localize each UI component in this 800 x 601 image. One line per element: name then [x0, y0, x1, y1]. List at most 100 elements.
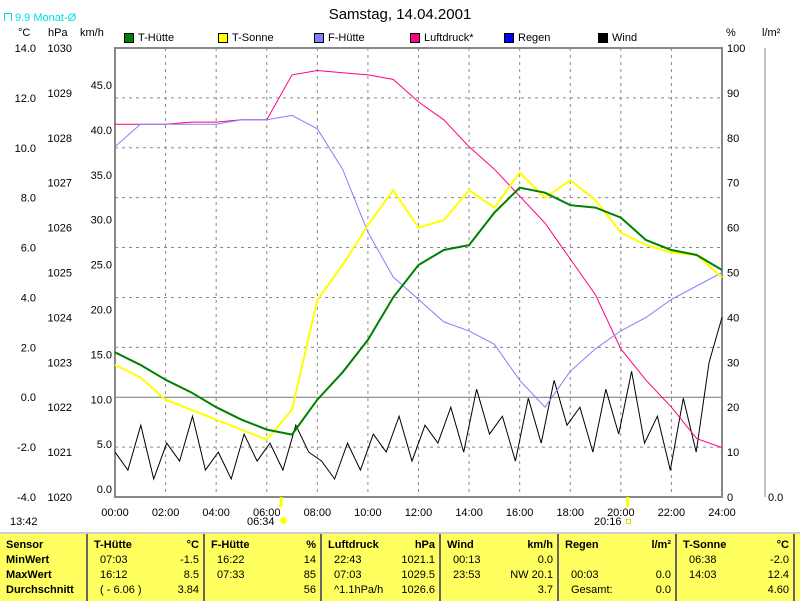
table-row: 56	[211, 583, 316, 598]
table-row: 00:13 0.0	[447, 553, 553, 568]
cell-time: ^1.1hPa/h	[334, 584, 384, 596]
series-line-t-hütte	[114, 186, 723, 436]
table-row: MinWert	[6, 553, 82, 568]
legend-swatch	[124, 33, 134, 43]
table-row: 07:03 -1.5	[94, 553, 199, 568]
cell-value: 3.7	[537, 584, 553, 596]
percent-tick-label: 40	[727, 312, 739, 324]
celsius-tick-label: 2.0	[21, 342, 36, 354]
percent-tick-label: 60	[727, 223, 739, 235]
celsius-tick-label: 8.0	[21, 193, 36, 205]
legend-label: T-Sonne	[232, 32, 274, 44]
legend-item[interactable]: Wind	[598, 32, 637, 44]
hpa-tick-label: 1024	[48, 312, 72, 324]
cell-value: 1021.1	[401, 554, 435, 566]
legend-label: T-Hütte	[138, 32, 175, 44]
cell-value: 0.0	[655, 584, 671, 596]
hpa-tick-label: 1027	[48, 178, 72, 190]
column-title: T-Sonne	[683, 539, 727, 551]
kmh-tick-label: 10.0	[91, 394, 112, 406]
time-tick-label: 12:00	[405, 507, 433, 519]
cell-value: -1.5	[180, 554, 199, 566]
sun-icon	[280, 517, 287, 524]
kmh-tick-label: 0.0	[97, 484, 112, 496]
table-row: Gesamt: 0.0	[565, 583, 671, 598]
cell-time	[683, 583, 689, 598]
column-title: T-Hütte	[94, 539, 132, 551]
column-unit: km/h	[527, 539, 553, 551]
legend-label: F-Hütte	[328, 32, 365, 44]
cell-value: 85	[303, 569, 316, 581]
legend-item[interactable]: F-Hütte	[314, 32, 365, 44]
unit-kmh: km/h	[80, 27, 104, 39]
cell-value: 12.4	[767, 569, 789, 581]
table-row: 22:43 1021.1	[328, 553, 435, 568]
column-title: Luftdruck	[328, 539, 379, 551]
percent-tick-label: 30	[727, 357, 739, 369]
cell-time: 16:12	[100, 569, 128, 581]
legend-item[interactable]: T-Sonne	[218, 32, 274, 44]
legend-label: Wind	[612, 32, 638, 44]
table-header: T-Hütte °C	[94, 538, 199, 553]
percent-tick-label: 10	[727, 447, 739, 459]
kmh-tick-label: 20.0	[91, 305, 112, 317]
legend-item[interactable]: Regen	[504, 32, 550, 44]
legend-item[interactable]: Luftdruck*	[410, 32, 474, 44]
legend-swatch	[504, 33, 514, 43]
cell-time	[211, 583, 217, 598]
kmh-tick-label: 30.0	[91, 215, 112, 227]
cell-value: 56	[303, 584, 316, 596]
legend-swatch	[410, 33, 420, 43]
sunset-time: 20:16	[594, 516, 622, 528]
weather-chart: 14.012.010.08.06.04.02.00.0-2.0-4.010301…	[15, 43, 784, 519]
column-unit: hPa	[414, 539, 435, 551]
time-tick-label: 14:00	[455, 507, 483, 519]
column-unit: °C	[776, 539, 789, 551]
table-header: Luftdruck hPa	[328, 538, 435, 553]
table-column: F-Hütte% 16:22 14 07:33 85 56	[205, 534, 322, 601]
celsius-tick-label: 0.0	[21, 392, 36, 404]
unit-rain: l/m²	[762, 27, 781, 39]
celsius-tick-label: 10.0	[15, 143, 36, 155]
legend-swatch	[598, 33, 608, 43]
table-row: 00:03 0.0	[565, 568, 671, 583]
legend-label: Regen	[518, 32, 551, 44]
table-row: 14:03 12.4	[683, 568, 789, 583]
cell-time: 07:03	[100, 554, 128, 566]
hpa-tick-label: 1021	[48, 447, 72, 459]
cell-value: 8.5	[183, 569, 199, 581]
hpa-tick-label: 1020	[48, 492, 72, 504]
percent-tick-label: 80	[727, 133, 739, 145]
monthly-average-toggle[interactable]: 9.9 Monat-Ø	[4, 12, 76, 24]
table-row: 07:33 85	[211, 568, 316, 583]
percent-tick-label: 50	[727, 268, 739, 280]
table-row: ^1.1hPa/h 1026.6	[328, 583, 435, 598]
unit-celsius: °C	[18, 27, 31, 39]
cell-time: Gesamt:	[571, 584, 613, 596]
cell-time: 14:03	[689, 569, 717, 581]
hpa-tick-label: 1023	[48, 357, 72, 369]
column-unit: %	[306, 539, 316, 551]
legend-item[interactable]: T-Hütte	[124, 32, 174, 44]
table-column: Wind km/h 00:13 0.0 23:53 NW 20.1 3.7	[441, 534, 559, 601]
column-unit: °C	[186, 539, 199, 551]
table-header: Sensor	[6, 538, 82, 553]
monthly-average-label: 9.9 Monat-Ø	[15, 12, 77, 24]
table-row: Durchschnitt	[6, 583, 82, 598]
time-tick-label: 22:00	[658, 507, 686, 519]
unit-hpa: hPa	[48, 27, 68, 39]
table-row: 07:03 1029.5	[328, 568, 435, 583]
table-row: MaxWert	[6, 568, 82, 583]
table-header: T-Sonne °C	[683, 538, 789, 553]
cell-time: 23:53	[453, 569, 481, 581]
cell-time: 22:43	[334, 554, 362, 566]
percent-tick-label: 0	[727, 492, 733, 504]
page-title: Samstag, 14.04.2001	[328, 6, 472, 23]
kmh-tick-label: 5.0	[97, 439, 112, 451]
table-column: T-Hütte °C 07:03 -1.5 16:12 8.5 ( - 6.06 ) 3.84	[88, 534, 205, 601]
table-row: 16:12 8.5	[94, 568, 199, 583]
cell-value: 1026.6	[401, 584, 435, 596]
celsius-tick-label: 14.0	[15, 43, 36, 55]
legend-swatch	[314, 33, 324, 43]
cell-time: 06:38	[689, 554, 717, 566]
